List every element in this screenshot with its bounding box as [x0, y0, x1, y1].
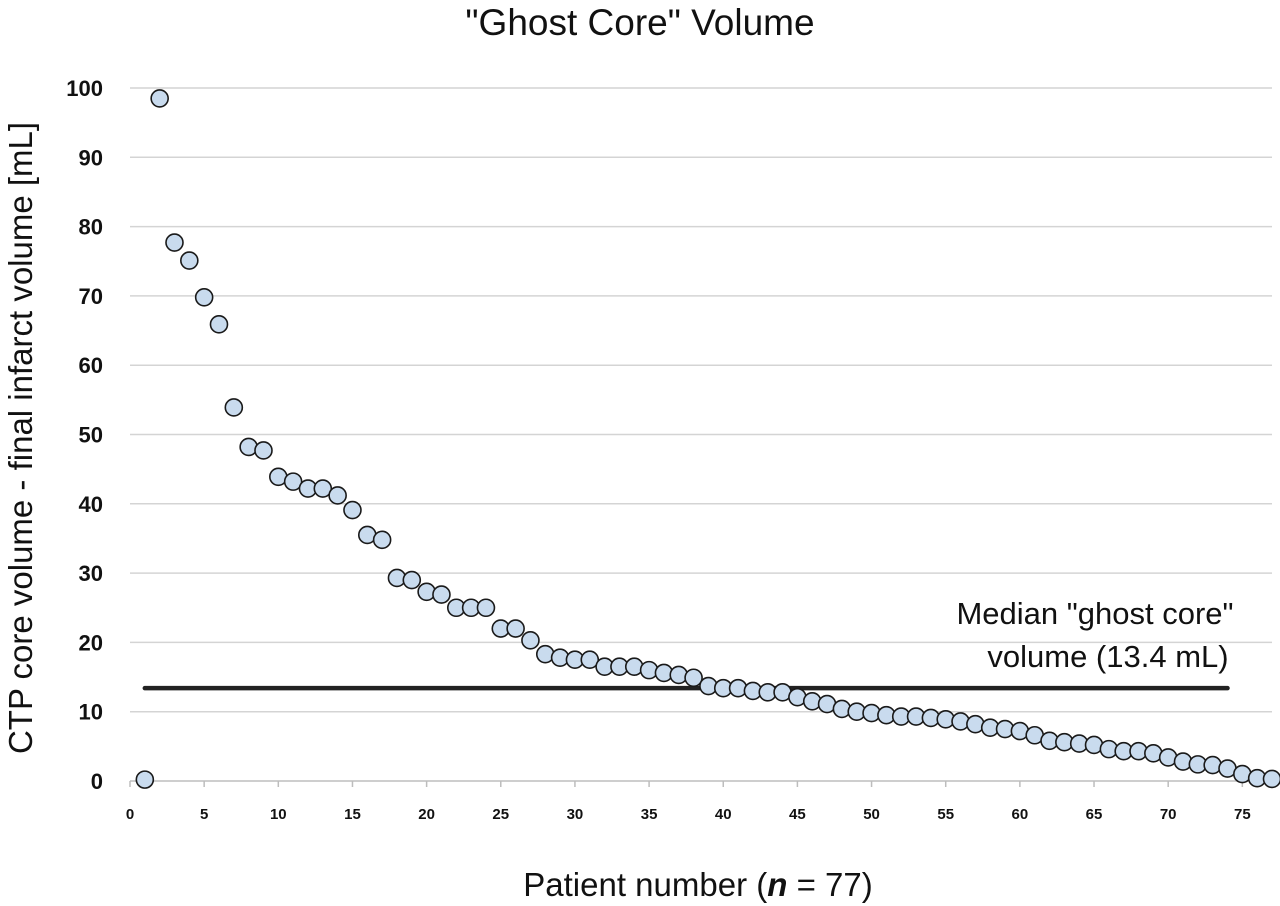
x-tick-label-50: 50: [863, 806, 880, 823]
data-point-patient-20: [417, 582, 436, 602]
data-point-patient-48: [832, 699, 852, 719]
y-tick-label-80: 80: [79, 215, 103, 240]
data-point-patient-21: [432, 585, 451, 604]
x-tick-label-75: 75: [1234, 806, 1251, 823]
data-points: [135, 89, 1280, 789]
x-tick-label-5: 5: [200, 806, 208, 823]
x-tick-label-30: 30: [567, 806, 584, 823]
x-tick-label-35: 35: [641, 806, 658, 823]
data-point-patient-9: [254, 441, 273, 460]
data-point-patient-7: [224, 398, 244, 417]
x-tick-label-10: 10: [270, 806, 287, 823]
x-tick-label-55: 55: [937, 806, 954, 823]
y-tick-label-0: 0: [91, 769, 103, 794]
data-point-patient-19: [402, 570, 422, 590]
y-tick-label-20: 20: [79, 630, 103, 655]
y-tick-label-90: 90: [79, 145, 103, 170]
x-tick-label-60: 60: [1012, 806, 1029, 823]
data-point-patient-14: [328, 486, 347, 505]
data-point-patient-3: [165, 233, 184, 252]
data-point-patient-11: [283, 472, 303, 491]
x-axis-title-n: n: [767, 866, 787, 903]
data-point-patient-13: [313, 479, 333, 498]
data-point-patient-4: [180, 251, 199, 270]
x-axis-title-part-1: Patient number (: [523, 866, 767, 903]
data-point-patient-6: [209, 315, 229, 334]
x-tick-label-20: 20: [418, 806, 435, 823]
data-point-patient-27: [521, 631, 540, 650]
data-point-patient-56: [951, 712, 970, 731]
x-tick-label-40: 40: [715, 806, 732, 823]
data-point-patient-77: [1262, 769, 1280, 789]
y-tick-label-10: 10: [79, 700, 103, 725]
data-point-patient-46: [802, 692, 822, 711]
x-axis-title-part-2: = 77): [787, 866, 872, 903]
x-tick-label-45: 45: [789, 806, 806, 823]
axes: 0 10 20 30 40 50 60 70 80 90 100 0 5 10 15 20 25 30 35 40 45…: [66, 76, 1272, 823]
median-annotation-line-1: Median "ghost core": [956, 596, 1233, 631]
data-point-patient-31: [580, 650, 600, 670]
y-tick-label-70: 70: [79, 284, 103, 309]
data-point-patient-38: [684, 668, 703, 688]
data-point-patient-24: [476, 598, 496, 618]
median-annotation-line-2: volume (13.4 mL): [987, 639, 1228, 674]
y-axis-title: CTP core volume - final infarct volume […: [2, 122, 39, 754]
chart-title: "Ghost Core" Volume: [465, 2, 814, 43]
x-tick-label-65: 65: [1086, 806, 1103, 823]
gridlines: [130, 87, 1272, 713]
data-point-patient-37: [669, 665, 689, 685]
x-tick-label-25: 25: [492, 806, 509, 823]
x-axis-title: Patient number (n = 77): [523, 866, 872, 903]
y-tick-label-50: 50: [79, 423, 103, 448]
data-point-patient-41: [728, 678, 748, 698]
y-tick-label-100: 100: [66, 76, 103, 101]
x-tick-label-70: 70: [1160, 806, 1177, 823]
x-tick-label-15: 15: [344, 806, 361, 823]
data-point-patient-2: [150, 89, 169, 108]
y-tick-label-60: 60: [79, 353, 103, 378]
y-tick-label-30: 30: [79, 561, 103, 586]
data-point-patient-17: [372, 530, 392, 550]
data-point-patient-35: [639, 660, 659, 680]
labels: "Ghost Core" Volume CTP core volume - fi…: [2, 2, 1234, 903]
y-tick-label-40: 40: [79, 492, 103, 517]
data-point-patient-1: [135, 770, 155, 789]
data-point-patient-71: [1173, 752, 1193, 771]
data-point-patient-15: [343, 500, 362, 520]
data-point-patient-5: [194, 287, 214, 307]
data-point-patient-26: [506, 619, 525, 638]
x-tick-label-0: 0: [126, 806, 134, 823]
